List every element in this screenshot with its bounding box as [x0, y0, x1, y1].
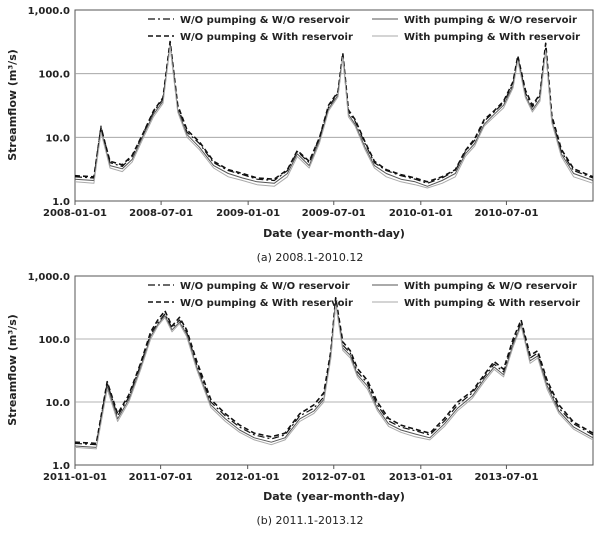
- y-tick-label: 10.0: [45, 398, 70, 409]
- y-ticks-b: 1.0 10.0 100.0 1,000.0: [28, 272, 70, 472]
- legend-label-2: With pumping & W/O reservoir: [404, 281, 577, 292]
- y-ticks-a: 1.0 10.0 100.0 1,000.0: [28, 6, 70, 208]
- x-ticks-a: 2008-01-01 2008-07-01 2009-01-01 2009-07-01…: [43, 201, 538, 219]
- x-tick-label: 2012-07-01: [302, 472, 366, 483]
- series-line-3: [74, 40, 594, 183]
- y-tick-label: 1,000.0: [28, 6, 70, 17]
- x-axis-label-a: Date (year-month-day): [263, 227, 405, 240]
- x-ticks-b: 2011-01-01 2011-07-01 2012-01-01 2012-07-01…: [43, 465, 538, 483]
- y-tick-label: 1,000.0: [28, 272, 70, 283]
- x-axis-label-b: Date (year-month-day): [263, 490, 405, 503]
- x-tick-label: 2012-01-01: [216, 472, 280, 483]
- y-tick-label: 1.0: [52, 461, 70, 472]
- legend-a: W/O pumping & W/O reservoir With pumping …: [148, 15, 580, 43]
- y-tick-label: 1.0: [52, 197, 70, 208]
- x-tick-label: 2011-01-01: [43, 472, 107, 483]
- legend-b: W/O pumping & W/O reservoir With pumping …: [148, 281, 580, 309]
- gridlines-b: [75, 338, 593, 403]
- series-group-a: [74, 40, 594, 189]
- x-tick-label: 2009-07-01: [302, 208, 366, 219]
- y-tick-label: 100.0: [38, 335, 70, 346]
- x-tick-label: 2013-07-01: [474, 472, 538, 483]
- x-tick-label: 2013-01-01: [389, 472, 453, 483]
- x-tick-label: 2008-01-01: [43, 208, 107, 219]
- legend-label-1: W/O pumping & W/O reservoir: [180, 281, 350, 292]
- x-tick-label: 2010-07-01: [474, 208, 538, 219]
- chart-panel-b: 1.0 10.0 100.0 1,000.0 2011-01-01 2011-07-01…: [6, 272, 594, 527]
- legend-label-3: W/O pumping & With reservoir: [180, 32, 353, 43]
- legend-label-1: W/O pumping & W/O reservoir: [180, 15, 350, 26]
- y-tick-label: 10.0: [45, 133, 70, 144]
- legend-label-4: With pumping & With reservoir: [404, 32, 580, 43]
- x-tick-label: 2010-01-01: [389, 208, 453, 219]
- series-group-b: [74, 296, 594, 450]
- caption-a: (a) 2008.1-2010.12: [257, 251, 364, 264]
- y-axis-label-b: Streamflow (m³/s): [6, 314, 19, 426]
- legend-label-3: W/O pumping & With reservoir: [180, 298, 353, 309]
- legend-label-2: With pumping & W/O reservoir: [404, 15, 577, 26]
- caption-b: (b) 2011.1-2013.12: [256, 514, 363, 527]
- x-tick-label: 2008-07-01: [129, 208, 193, 219]
- series-line-4: [74, 303, 594, 450]
- series-line-3: [74, 296, 594, 445]
- legend-label-4: With pumping & With reservoir: [404, 298, 580, 309]
- series-line-4: [74, 45, 594, 189]
- y-axis-label-a: Streamflow (m³/s): [6, 49, 19, 161]
- plot-area-b: [74, 275, 594, 466]
- chart-panel-a: 1.0 10.0 100.0 1,000.0 2008-01-01 2008-07-01…: [6, 6, 594, 264]
- x-tick-label: 2009-01-01: [216, 208, 280, 219]
- y-tick-label: 100.0: [38, 70, 70, 81]
- gridlines-a: [75, 73, 593, 138]
- x-tick-label: 2011-07-01: [129, 472, 193, 483]
